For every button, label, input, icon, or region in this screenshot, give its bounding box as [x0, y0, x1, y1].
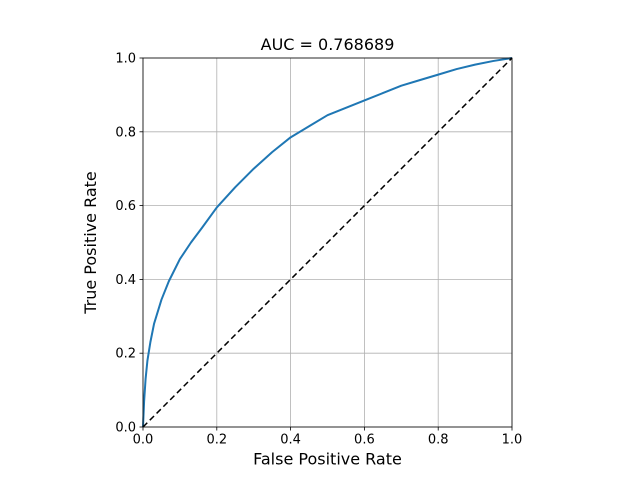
chance-diagonal [142, 57, 513, 428]
series-layer [142, 57, 513, 428]
y-tick-label: 0.6 [115, 199, 136, 214]
x-tick-label: 0.2 [206, 433, 227, 448]
x-tick-label: 0.8 [428, 433, 449, 448]
x-tick-label: 1.0 [502, 433, 523, 448]
y-tick-label: 0.8 [115, 125, 136, 140]
y-tick-label: 0.0 [115, 421, 136, 436]
tick-layer: 0.0 0.2 0.4 0.6 0.8 1.0 0.0 0.2 0.4 0.6 0.8 1.0 [115, 52, 522, 448]
x-tick-label: 0.4 [280, 433, 301, 448]
plot-border [142, 57, 513, 428]
x-tick-label: 0.0 [133, 433, 154, 448]
y-axis-label: True Positive Rate [81, 171, 100, 315]
y-tick-label: 0.4 [115, 273, 136, 288]
chart-title: AUC = 0.768689 [261, 35, 395, 54]
roc-curve [142, 57, 513, 428]
x-tick-label: 0.6 [354, 433, 375, 448]
y-tick-label: 0.2 [115, 347, 136, 362]
y-tick-label: 1.0 [115, 52, 136, 67]
x-axis-label: False Positive Rate [253, 450, 402, 469]
